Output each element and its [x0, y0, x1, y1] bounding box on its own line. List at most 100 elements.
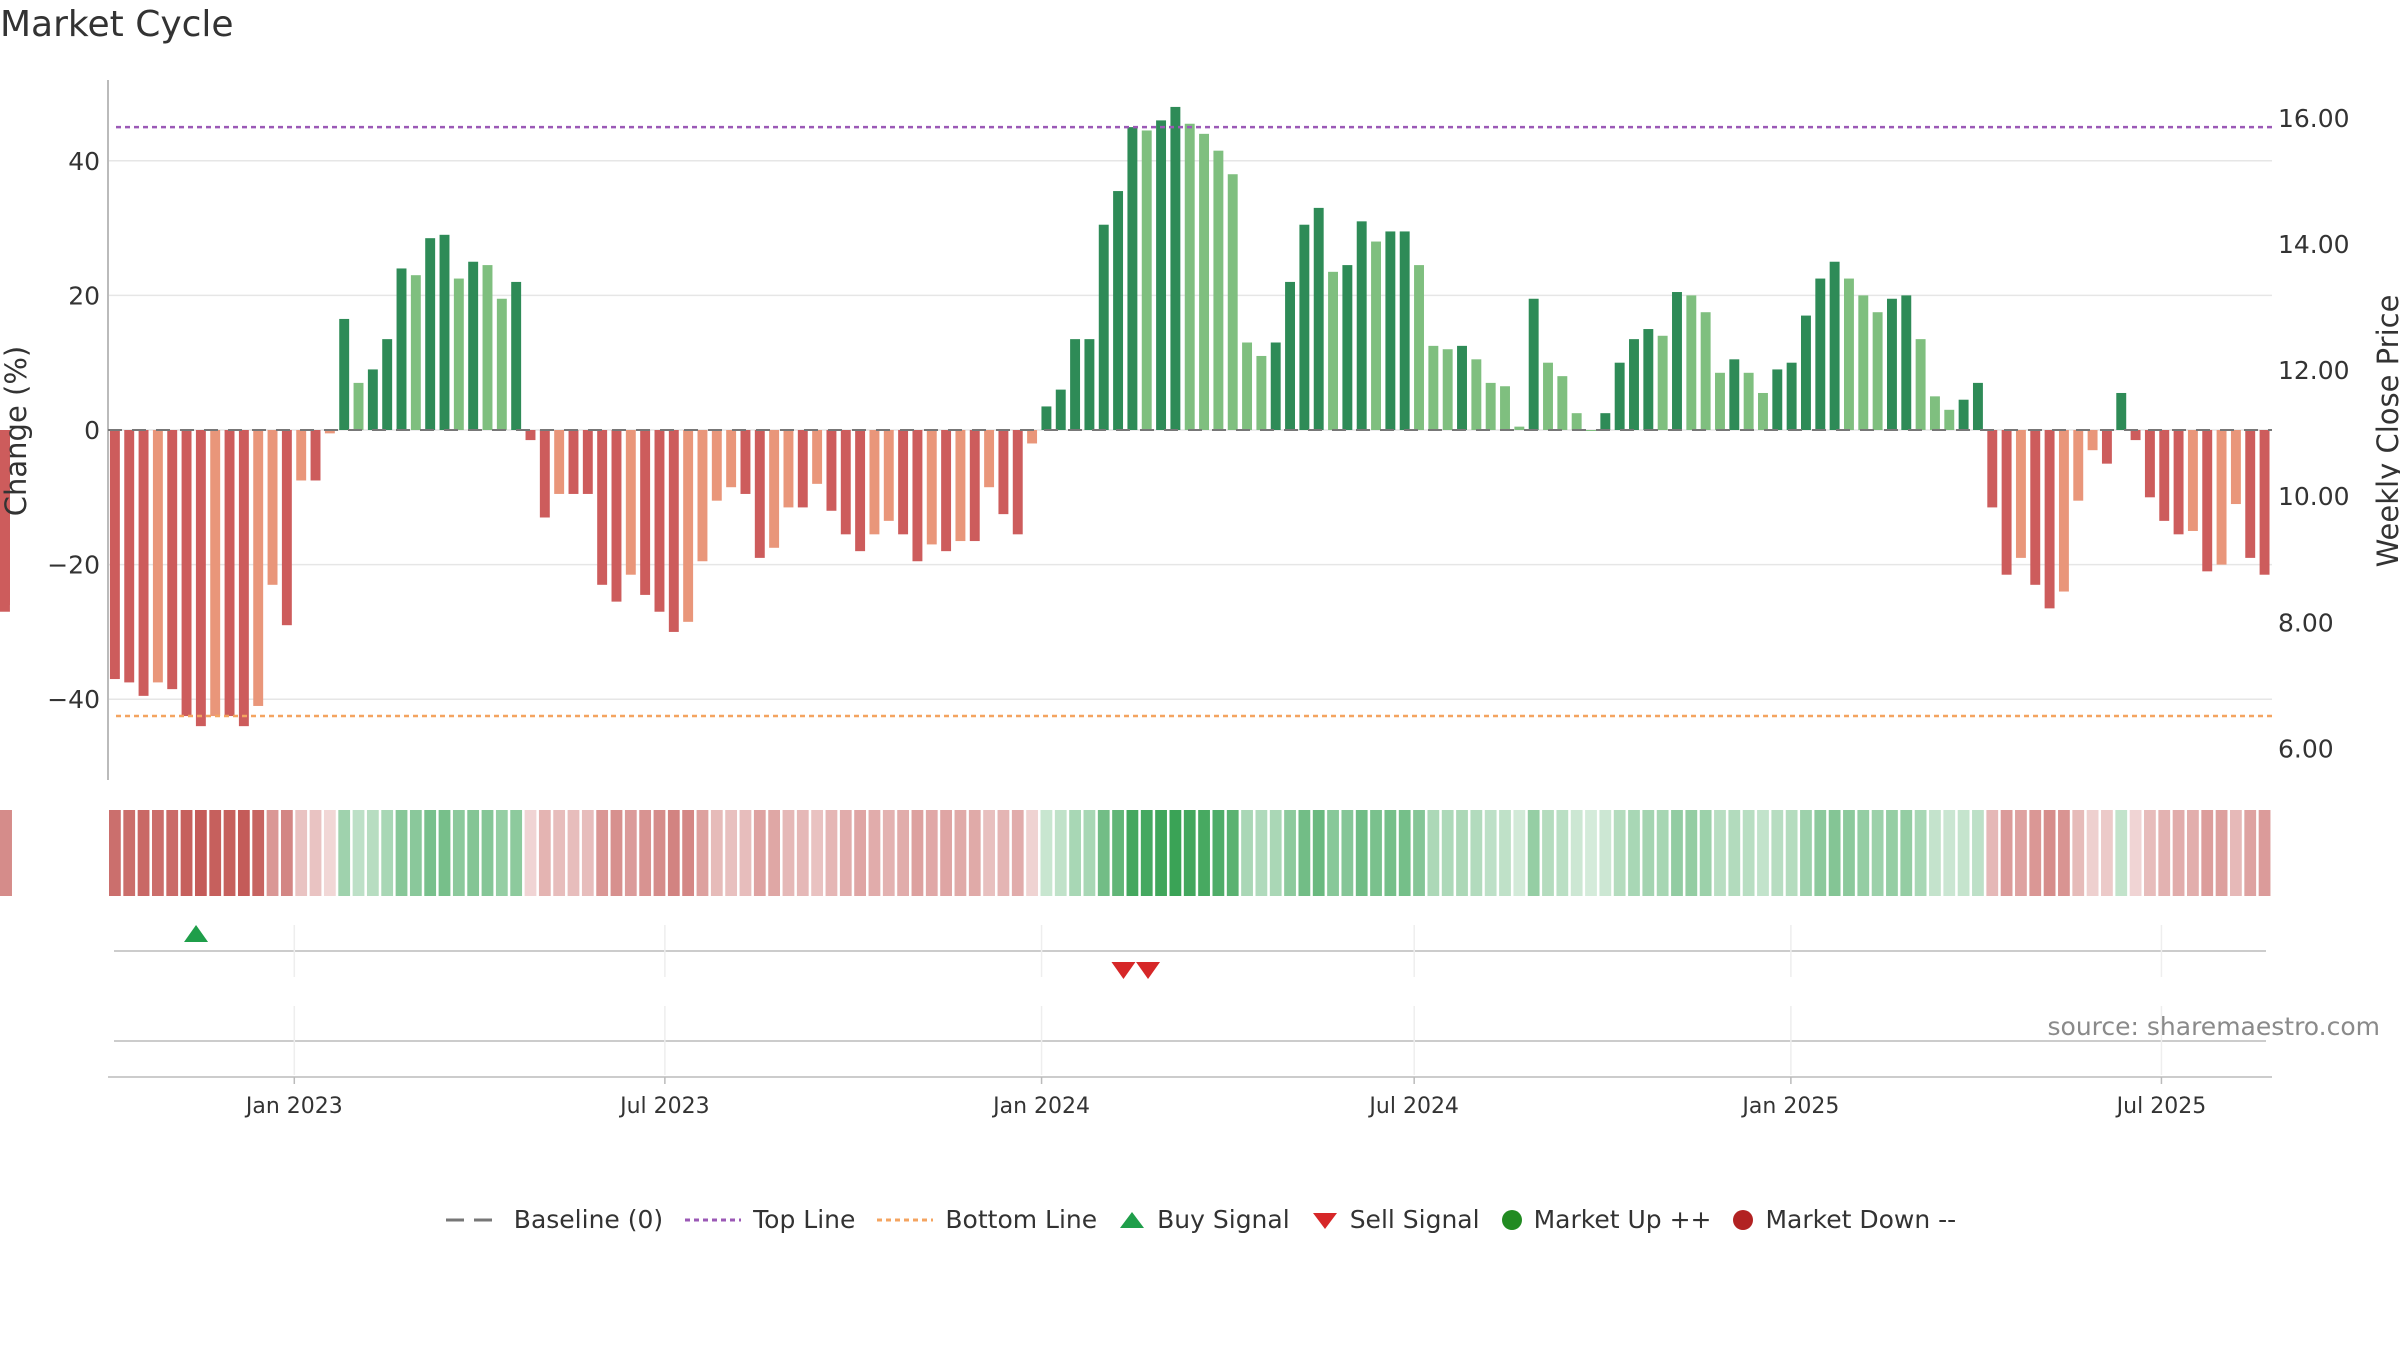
strength-cell: [252, 810, 265, 896]
strength-cell: [280, 810, 293, 896]
x-tick-label: Jul 2025: [2115, 1094, 2207, 1119]
strength-cell: [538, 810, 551, 896]
strength-cell: [2144, 810, 2156, 896]
strength-cell: [1470, 810, 1483, 896]
strength-cell: [1140, 810, 1153, 896]
strength-cell: [983, 810, 995, 896]
strength-cell: [467, 810, 480, 896]
change-bar: [0, 430, 10, 612]
strength-cell: [237, 810, 250, 896]
strength-cell: [882, 810, 895, 896]
change-bar: [1156, 120, 1167, 430]
strength-cell: [1312, 810, 1325, 896]
change-bar: [1786, 362, 1797, 430]
change-bar: [2130, 430, 2141, 441]
y2-tick-label: 8.00: [2278, 608, 2334, 637]
change-bar: [425, 238, 436, 430]
change-bar: [1815, 278, 1826, 430]
change-bar: [1772, 369, 1783, 430]
change-bar: [1313, 207, 1324, 430]
change-bar: [912, 430, 923, 562]
strength-cell: [682, 810, 695, 896]
strength-cell: [1054, 810, 1067, 896]
chart-legend: Baseline (0) Top Line Bottom Line Buy Si…: [0, 1205, 2400, 1234]
strength-cell: [438, 810, 451, 896]
strength-cell: [1613, 810, 1626, 896]
change-bar: [2030, 430, 2041, 585]
change-bar: [1643, 329, 1654, 430]
strength-cell: [1212, 810, 1225, 896]
strength-cell: [710, 810, 723, 896]
strength-cell: [510, 810, 523, 896]
strength-cell: [1327, 810, 1339, 896]
change-bar: [382, 339, 393, 430]
change-bar: [1758, 392, 1768, 430]
x-tick-label: Jan 2024: [991, 1094, 1090, 1119]
change-bar: [2116, 392, 2127, 430]
y2-tick-label: 10.00: [2278, 482, 2350, 511]
change-bar: [697, 430, 708, 562]
strength-cell: [1699, 810, 1712, 896]
change-bar: [640, 430, 651, 595]
legend-item-buy: Buy Signal: [1117, 1205, 1290, 1234]
change-bar: [525, 430, 536, 441]
change-bar: [554, 430, 565, 494]
change-bar: [2173, 430, 2184, 535]
change-bar: [840, 430, 851, 535]
strength-cell: [1886, 810, 1898, 896]
y2-tick-label: 16.00: [2278, 104, 2350, 133]
strength-cell: [2029, 810, 2042, 896]
strength-cell: [911, 810, 924, 896]
change-bar: [1471, 359, 1482, 430]
cycle-strength-strip: [0, 810, 2271, 896]
change-bar: [539, 430, 550, 518]
legend-label: Top Line: [753, 1205, 856, 1234]
change-bar: [1428, 345, 1439, 430]
strength-cell: [2187, 810, 2199, 896]
change-bar: [453, 278, 464, 430]
change-bar: [683, 430, 694, 622]
change-bar: [2073, 430, 2084, 501]
change-bar: [138, 430, 149, 696]
strength-cell: [194, 810, 207, 896]
strength-cell: [338, 810, 351, 896]
change-bar: [769, 430, 780, 548]
strength-cell: [1929, 810, 1941, 896]
strength-cell: [381, 810, 394, 896]
strength-cell: [1685, 810, 1698, 896]
triangle-up-icon: [1120, 1211, 1145, 1228]
change-bar: [482, 265, 493, 430]
strength-cell: [1671, 810, 1683, 896]
strength-cell: [0, 810, 12, 896]
y2-tick-label: 12.00: [2278, 356, 2350, 385]
legend-label: Market Up ++: [1533, 1205, 1712, 1234]
change-bar: [109, 430, 120, 680]
change-bar: [941, 430, 952, 552]
change-bar: [740, 430, 751, 494]
change-bar: [296, 430, 307, 481]
change-bar: [1743, 372, 1754, 430]
change-bar: [2159, 430, 2170, 521]
tick-labels: −40 −20 0 20 40 6.00 8.00 10.00 12.00 14.00 16.00: [47, 104, 2349, 764]
strength-cell: [2058, 810, 2070, 896]
change-bar: [1070, 339, 1081, 430]
strength-cell: [2086, 810, 2099, 896]
change-bar: [439, 234, 450, 430]
change-bar: [1586, 430, 1596, 431]
change-bars: [0, 106, 2270, 727]
strength-cell: [1556, 810, 1569, 896]
change-bar: [1342, 265, 1353, 430]
change-bar: [1901, 295, 1912, 430]
legend-item-top-line: Top Line: [683, 1205, 855, 1234]
change-bar: [152, 430, 163, 683]
strength-cell: [1900, 810, 1913, 896]
strength-cell: [596, 810, 609, 896]
change-bar: [783, 430, 794, 508]
y-tick-label: −40: [47, 685, 100, 714]
strength-cell: [997, 810, 1010, 896]
strength-cell: [2215, 810, 2228, 896]
strength-cell: [1914, 810, 1927, 896]
strength-cell: [925, 810, 938, 896]
change-bar: [1256, 355, 1267, 430]
strength-cell: [1728, 810, 1741, 896]
